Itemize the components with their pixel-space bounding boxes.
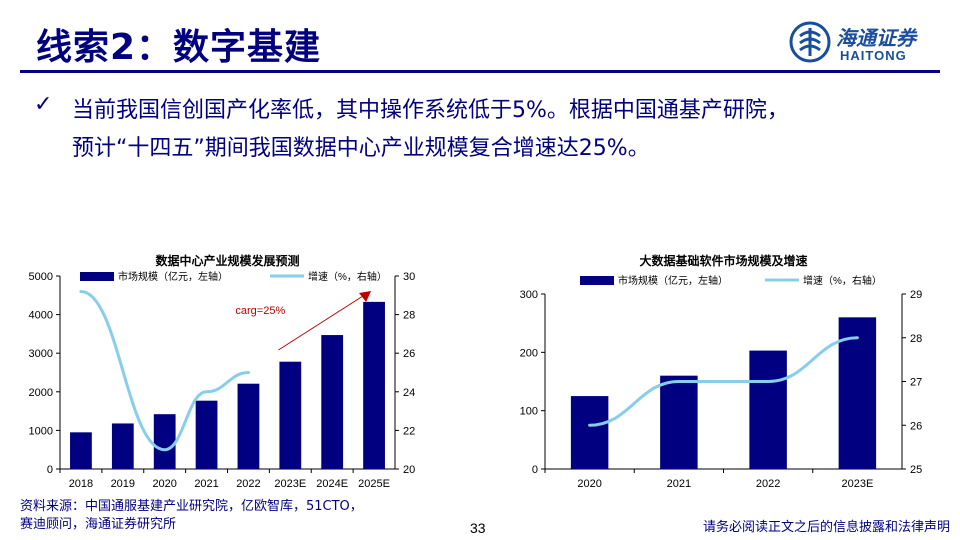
x-tick-label: 2022 bbox=[236, 478, 260, 490]
y-left-tick-label: 2000 bbox=[29, 387, 53, 399]
y-right-tick-label: 22 bbox=[403, 425, 415, 437]
y-right-tick-label: 25 bbox=[910, 464, 922, 476]
page-number: 33 bbox=[470, 520, 486, 536]
y-right-tick-label: 28 bbox=[403, 310, 415, 322]
x-tick-label: 2025E bbox=[358, 478, 390, 490]
checkmark-icon: ✓ bbox=[34, 92, 53, 117]
page-title: 线索2：数字基建 bbox=[36, 27, 322, 68]
legend-line-label: 增速（%，右轴） bbox=[308, 270, 387, 283]
y-left-tick-label: 1000 bbox=[29, 425, 53, 437]
source-note: 资料来源：中国通服基建产业研究院，亿欧智库，51CTO， 赛迪顾问，海通证券研究… bbox=[20, 498, 363, 534]
cagr-arrow-head bbox=[359, 291, 372, 302]
legend-line-label: 增速（%，右轴） bbox=[803, 274, 882, 287]
bar-2021 bbox=[195, 400, 218, 469]
x-tick-label: 2020 bbox=[577, 478, 601, 490]
bar-2023E bbox=[838, 317, 877, 469]
x-tick-label: 2018 bbox=[69, 478, 93, 490]
cagr-label: carg=25% bbox=[235, 305, 285, 317]
cagr-arrow-line bbox=[278, 293, 367, 351]
y-left-tick-label: 3000 bbox=[29, 348, 53, 360]
x-tick-label: 2024E bbox=[316, 478, 348, 490]
y-left-tick-label: 0 bbox=[47, 464, 53, 476]
growth-line bbox=[588, 336, 859, 427]
legend-bar-swatch bbox=[580, 276, 614, 285]
chart-title: 大数据基础软件市场规模及增速 bbox=[639, 253, 807, 268]
y-right-tick-label: 26 bbox=[403, 348, 415, 360]
bar-2020 bbox=[570, 396, 609, 469]
haitong-emblem-icon bbox=[789, 21, 831, 63]
x-tick-label: 2023E bbox=[841, 478, 873, 490]
bar-2022 bbox=[749, 350, 787, 469]
logo-en-text: HAITONG bbox=[840, 48, 907, 63]
legend-bar-label: 市场规模（亿元，左轴） bbox=[618, 274, 728, 287]
growth-line bbox=[79, 289, 250, 452]
bar-2024E bbox=[321, 335, 344, 469]
x-tick-label: 2019 bbox=[111, 478, 135, 490]
y-right-tick-label: 24 bbox=[403, 387, 415, 399]
y-right-tick-label: 20 bbox=[403, 464, 415, 476]
bar-2021 bbox=[660, 375, 698, 469]
y-right-tick-label: 28 bbox=[910, 333, 922, 345]
y-right-tick-label: 27 bbox=[910, 377, 922, 389]
x-tick-label: 2021 bbox=[667, 478, 691, 490]
x-tick-label: 2023E bbox=[274, 478, 306, 490]
x-tick-label: 2021 bbox=[194, 478, 218, 490]
legal-disclaimer: 请务必阅读正文之后的信息披露和法律声明 bbox=[702, 520, 950, 535]
bullet-line-2: 预计“十四五”期间我国数据中心产业规模复合增速达25%。 bbox=[72, 136, 650, 161]
haitong-logo: 海通证券 HAITONG bbox=[786, 20, 936, 66]
y-left-tick-label: 5000 bbox=[29, 271, 53, 283]
source-line-1: 资料来源：中国通服基建产业研究院，亿欧智库，51CTO， bbox=[20, 499, 363, 514]
y-left-tick-label: 0 bbox=[532, 464, 538, 476]
bullet-line-1: 当前我国信创国产化率低，其中操作系统低于5%。根据中国通基产研院， bbox=[72, 98, 789, 123]
legend-bar-label: 市场规模（亿元，左轴） bbox=[118, 270, 228, 283]
bar-2020 bbox=[153, 414, 176, 469]
source-line-2: 赛迪顾问，海通证券研究所 bbox=[20, 517, 177, 532]
legend-bar-swatch bbox=[80, 272, 114, 281]
y-left-tick-label: 4000 bbox=[29, 310, 53, 322]
y-right-tick-label: 26 bbox=[910, 420, 922, 432]
logo-cn-text: 海通证券 bbox=[836, 26, 916, 50]
y-right-tick-label: 30 bbox=[403, 271, 415, 283]
bar-2022 bbox=[237, 383, 260, 469]
y-left-tick-label: 100 bbox=[520, 406, 538, 418]
y-right-tick-label: 29 bbox=[910, 289, 922, 301]
x-tick-label: 2022 bbox=[756, 478, 780, 490]
bar-2023E bbox=[279, 361, 302, 469]
y-left-tick-label: 200 bbox=[520, 347, 538, 359]
bar-2025E bbox=[363, 301, 385, 469]
bar-2018 bbox=[70, 432, 92, 469]
bar-2019 bbox=[111, 423, 134, 469]
chart-title: 数据中心产业规模发展预测 bbox=[155, 253, 299, 268]
header-divider bbox=[20, 70, 940, 73]
y-left-tick-label: 300 bbox=[520, 289, 538, 301]
x-tick-label: 2020 bbox=[152, 478, 176, 490]
